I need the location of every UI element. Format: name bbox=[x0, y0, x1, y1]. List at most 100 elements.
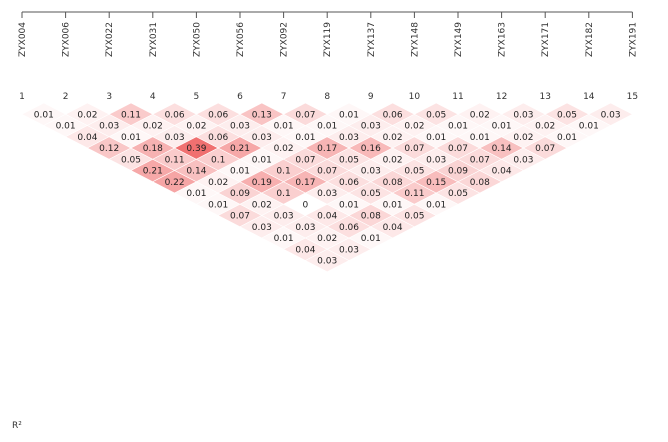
ld-cell-value: 0.1 bbox=[276, 167, 290, 177]
ld-cell-value: 0 bbox=[303, 200, 309, 210]
ld-cell-value: 0.14 bbox=[186, 167, 206, 177]
ld-cell-value: 0.01 bbox=[426, 133, 446, 143]
ld-cell-value: 0.01 bbox=[274, 234, 294, 244]
ld-cell-value: 0.02 bbox=[383, 133, 403, 143]
ld-cells bbox=[21, 102, 634, 273]
ld-cell-value: 0.03 bbox=[513, 155, 533, 165]
ld-cell-value: 0.01 bbox=[230, 167, 250, 177]
ld-cell-value: 0.02 bbox=[535, 122, 555, 132]
marker-label: ZYX149 bbox=[454, 22, 464, 57]
ld-cell-value: 0.01 bbox=[579, 122, 599, 132]
marker-index: 14 bbox=[583, 92, 595, 102]
r2-legend-label: R² bbox=[12, 421, 22, 431]
ld-cell-value: 0.01 bbox=[317, 122, 337, 132]
ld-cell-value: 0.01 bbox=[186, 189, 206, 199]
ld-cell-value: 0.03 bbox=[252, 223, 272, 233]
marker-label: ZYX171 bbox=[541, 22, 551, 57]
ld-cell-value: 0.18 bbox=[143, 144, 163, 154]
marker-label: ZYX022 bbox=[105, 22, 115, 57]
marker-index: 7 bbox=[281, 92, 287, 102]
marker-index: 6 bbox=[237, 92, 243, 102]
marker-index: 2 bbox=[63, 92, 69, 102]
ld-cell-value: 0.07 bbox=[295, 110, 315, 120]
ld-cell-value: 0.05 bbox=[448, 189, 468, 199]
ld-cell-value: 0.02 bbox=[143, 122, 163, 132]
ld-cell-value: 0.01 bbox=[383, 200, 403, 210]
ld-cell-value: 0.07 bbox=[404, 144, 424, 154]
ld-cell-value: 0.08 bbox=[470, 178, 490, 188]
marker-label: ZYX191 bbox=[628, 22, 638, 57]
marker-index: 13 bbox=[539, 92, 550, 102]
ld-cell-value: 0.1 bbox=[211, 155, 225, 165]
marker-index: 15 bbox=[627, 92, 638, 102]
ld-cell-value: 0.06 bbox=[339, 178, 359, 188]
marker-label: ZYX056 bbox=[236, 22, 246, 57]
ld-cell-value: 0.07 bbox=[230, 212, 250, 222]
marker-label: ZYX006 bbox=[62, 22, 72, 57]
marker-label: ZYX182 bbox=[585, 22, 595, 57]
ld-cell-value: 0.04 bbox=[295, 245, 315, 255]
ld-cell-value: 0.02 bbox=[404, 122, 424, 132]
ld-cell-value: 0.02 bbox=[513, 133, 533, 143]
marker-label: ZYX119 bbox=[323, 22, 333, 57]
ld-cell-value: 0.04 bbox=[492, 167, 512, 177]
ld-cell-value: 0.03 bbox=[295, 223, 315, 233]
ld-cell-value: 0.05 bbox=[557, 110, 577, 120]
ld-cell bbox=[588, 102, 634, 126]
marker-label: ZYX004 bbox=[18, 22, 28, 57]
ld-cell-value: 0.07 bbox=[535, 144, 555, 154]
ld-cell-value: 0.1 bbox=[276, 189, 290, 199]
ld-cell-value: 0.02 bbox=[186, 122, 206, 132]
ld-cell-value: 0.06 bbox=[208, 133, 228, 143]
ld-cell-value: 0.12 bbox=[99, 144, 119, 154]
marker-axis: ZYX004 1 ZYX006 2 ZYX022 3 ZYX031 4 ZYX050 5 ZYX05… bbox=[18, 11, 638, 102]
marker-index: 12 bbox=[496, 92, 507, 102]
ld-cell-value: 0.04 bbox=[77, 133, 97, 143]
ld-cell-value: 0.03 bbox=[339, 245, 359, 255]
ld-cell-values: 0.010.010.040.120.050.210.220.010.010.07… bbox=[34, 110, 621, 266]
marker-label: ZYX148 bbox=[410, 22, 420, 57]
ld-cell-value: 0.06 bbox=[208, 110, 228, 120]
ld-cell-value: 0.07 bbox=[448, 144, 468, 154]
ld-cell-value: 0.03 bbox=[317, 257, 337, 267]
ld-cell-value: 0.03 bbox=[252, 133, 272, 143]
marker-label: ZYX050 bbox=[192, 22, 202, 57]
ld-cell-value: 0.01 bbox=[492, 122, 512, 132]
ld-cell-value: 0.19 bbox=[252, 178, 272, 188]
marker-label: ZYX163 bbox=[498, 22, 508, 57]
ld-cell-value: 0.16 bbox=[361, 144, 381, 154]
ld-cell-value: 0.03 bbox=[230, 122, 250, 132]
ld-cell-value: 0.02 bbox=[383, 155, 403, 165]
ld-cell-value: 0.01 bbox=[448, 122, 468, 132]
ld-cell-value: 0.39 bbox=[186, 144, 206, 154]
ld-cell-value: 0.03 bbox=[601, 110, 621, 120]
ld-cell-value: 0.03 bbox=[274, 212, 294, 222]
ld-cell-value: 0.03 bbox=[426, 155, 446, 165]
ld-cell-value: 0.22 bbox=[165, 178, 185, 188]
ld-cell-value: 0.11 bbox=[121, 110, 141, 120]
ld-cell-value: 0.01 bbox=[274, 122, 294, 132]
ld-cell-value: 0.02 bbox=[77, 110, 97, 120]
ld-cell-value: 0.06 bbox=[165, 110, 185, 120]
ld-cell-value: 0.09 bbox=[448, 167, 468, 177]
ld-cell-value: 0.05 bbox=[361, 189, 381, 199]
ld-cell-value: 0.07 bbox=[295, 155, 315, 165]
ld-cell-value: 0.13 bbox=[252, 110, 272, 120]
ld-cell-value: 0.03 bbox=[339, 133, 359, 143]
ld-cell-value: 0.01 bbox=[339, 200, 359, 210]
ld-cell-value: 0.03 bbox=[513, 110, 533, 120]
ld-cell-value: 0.04 bbox=[383, 223, 403, 233]
ld-cell-value: 0.01 bbox=[470, 133, 490, 143]
ld-cell-value: 0.01 bbox=[34, 110, 54, 120]
marker-index: 11 bbox=[452, 92, 463, 102]
ld-cell-value: 0.03 bbox=[165, 133, 185, 143]
ld-cell-value: 0.01 bbox=[339, 110, 359, 120]
ld-cell-value: 0.06 bbox=[383, 110, 403, 120]
ld-cell-value: 0.05 bbox=[426, 110, 446, 120]
marker-index: 8 bbox=[324, 92, 330, 102]
ld-cell-value: 0.02 bbox=[252, 200, 272, 210]
ld-cell-value: 0.05 bbox=[404, 212, 424, 222]
ld-cell-value: 0.14 bbox=[492, 144, 512, 154]
marker-label: ZYX031 bbox=[149, 22, 159, 57]
